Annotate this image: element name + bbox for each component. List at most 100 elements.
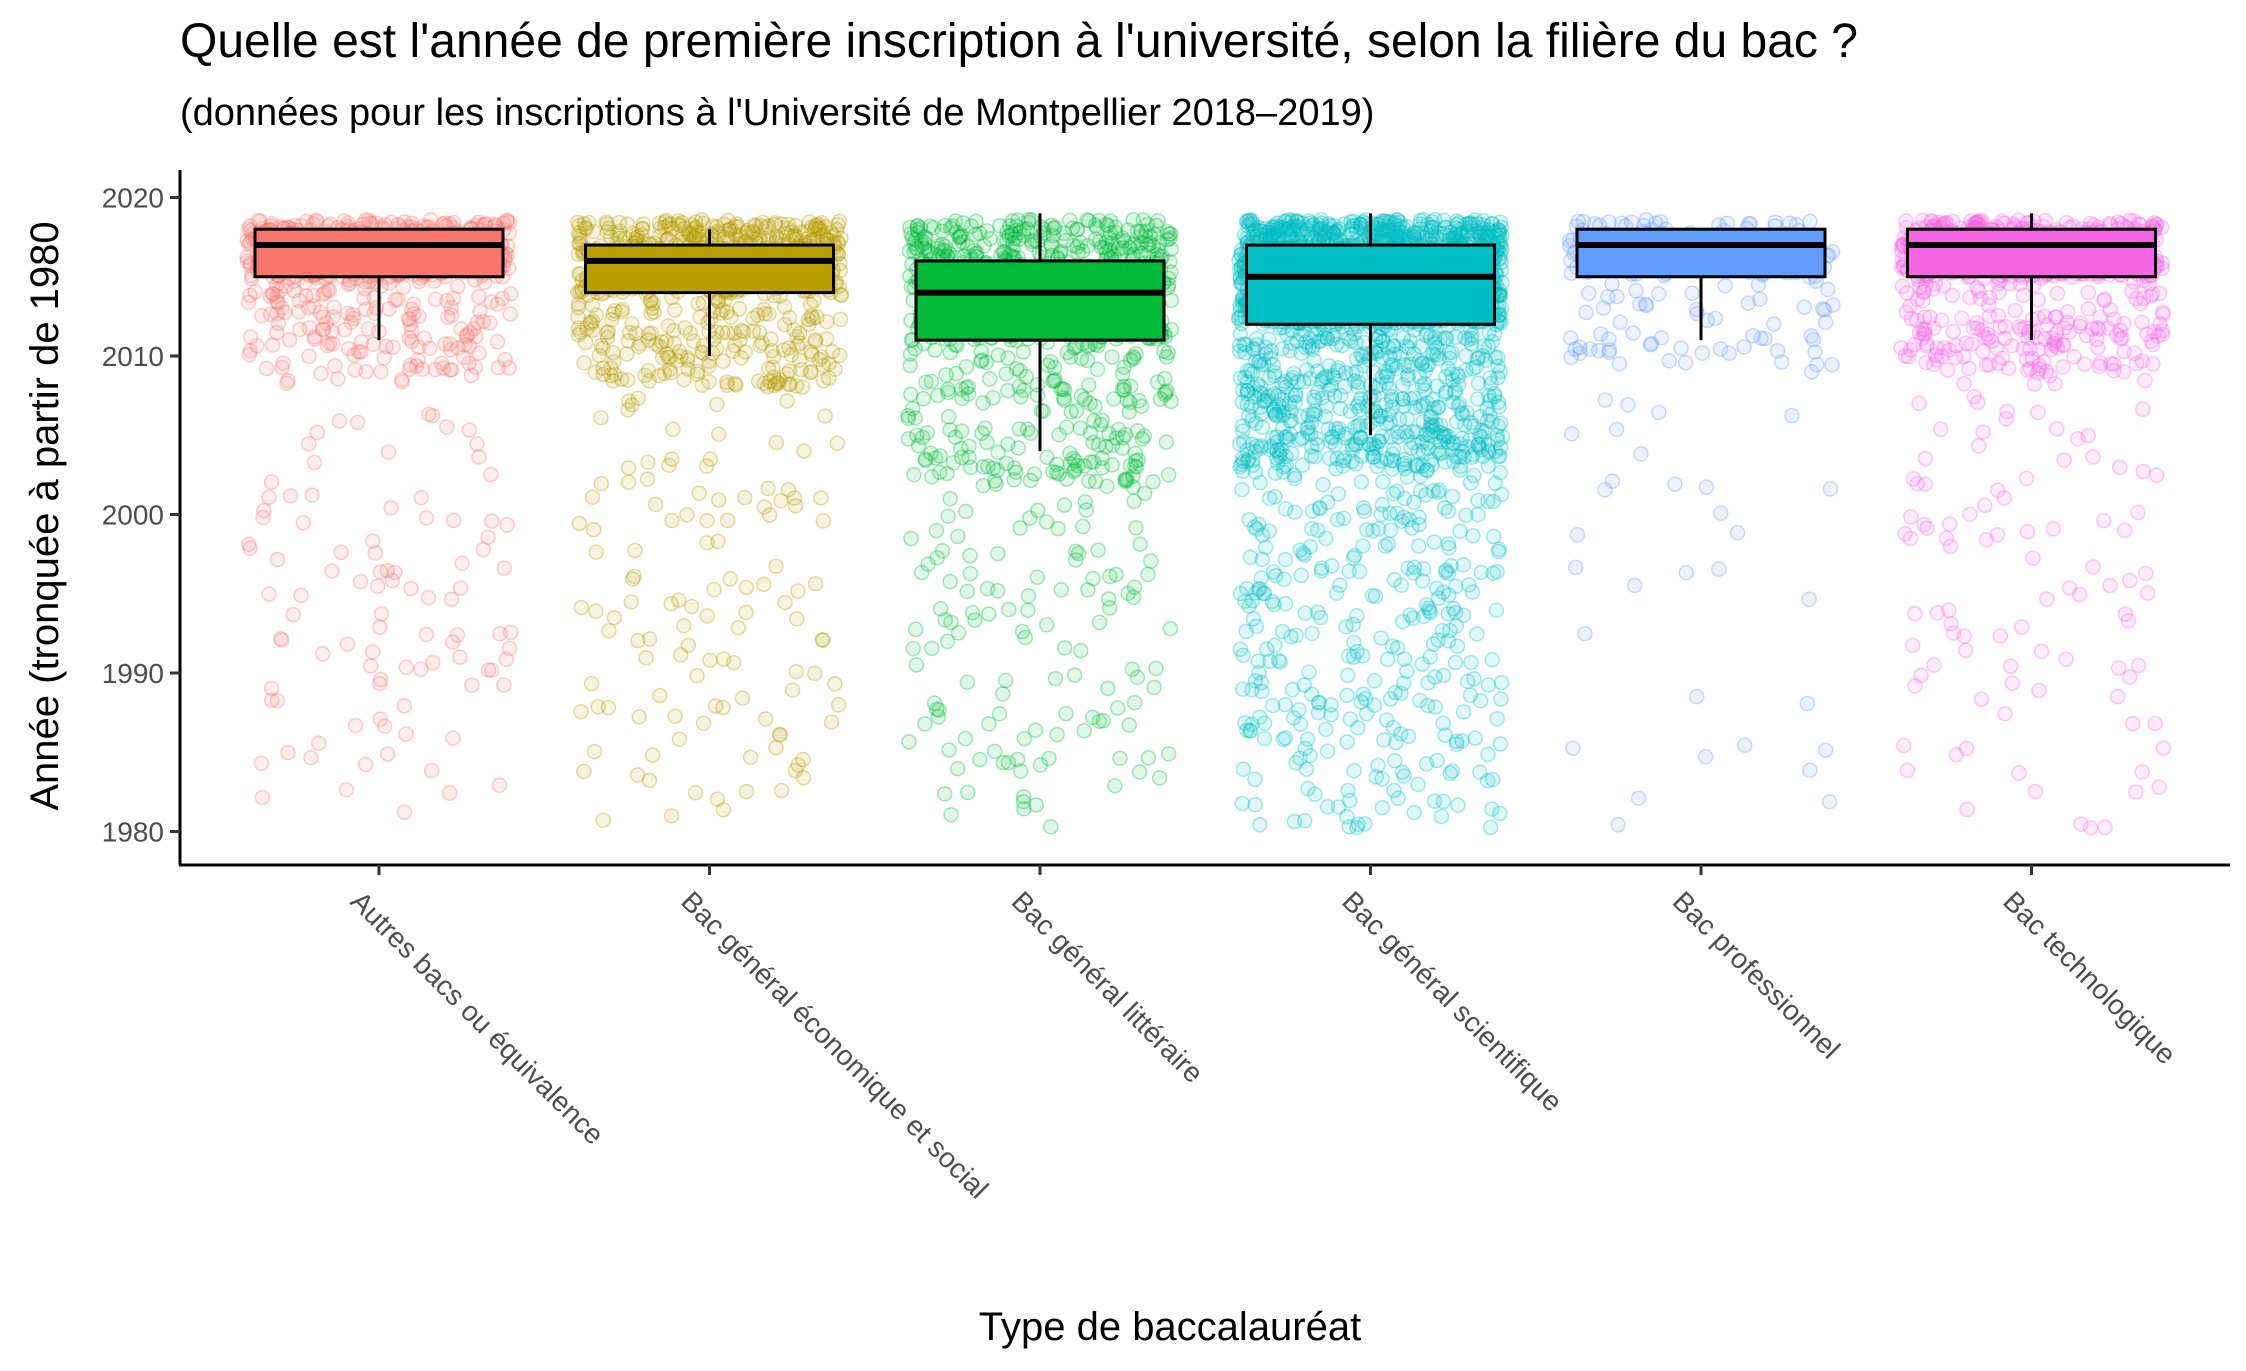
- data-point: [269, 288, 285, 304]
- data-point: [771, 726, 788, 742]
- data-point: [1099, 478, 1115, 495]
- data-point: [827, 676, 843, 692]
- data-point: [1350, 417, 1366, 434]
- data-point: [2002, 658, 2019, 674]
- data-point: [726, 325, 743, 342]
- data-point: [338, 781, 355, 798]
- data-point: [371, 675, 388, 692]
- data-point: [1024, 233, 1040, 250]
- data-point: [315, 321, 332, 338]
- data-point: [950, 760, 966, 777]
- data-point: [787, 217, 804, 234]
- data-point: [1412, 338, 1429, 355]
- data-point: [1247, 796, 1263, 813]
- data-point: [959, 583, 976, 600]
- data-point: [937, 243, 953, 259]
- data-point: [901, 734, 917, 750]
- data-point: [738, 224, 754, 241]
- data-point: [1604, 276, 1620, 292]
- data-point: [1055, 390, 1072, 406]
- data-point: [1395, 391, 1411, 407]
- data-point: [1440, 633, 1457, 649]
- data-point: [1406, 804, 1422, 821]
- data-point: [261, 586, 277, 602]
- data-point: [279, 375, 295, 391]
- data-point: [1319, 330, 1335, 347]
- data-point: [571, 515, 588, 532]
- data-point: [1485, 528, 1502, 545]
- data-point: [757, 711, 774, 727]
- data-point: [241, 346, 258, 363]
- data-point: [1006, 472, 1022, 488]
- data-point: [1235, 761, 1252, 777]
- data-point: [360, 212, 377, 229]
- data-point: [570, 320, 587, 337]
- data-point: [343, 314, 359, 331]
- data-point: [423, 762, 440, 779]
- data-point: [788, 663, 804, 680]
- data-point: [471, 449, 487, 465]
- data-point: [722, 571, 738, 587]
- data-point: [321, 335, 338, 352]
- data-point: [242, 287, 258, 304]
- data-point: [1374, 474, 1391, 490]
- data-point: [908, 657, 925, 673]
- data-point: [443, 361, 460, 378]
- data-point: [265, 286, 281, 302]
- data-point: [1234, 481, 1250, 498]
- data-point: [795, 751, 811, 768]
- data-point: [1157, 370, 1173, 387]
- data-point: [1140, 750, 1157, 766]
- data-point: [1247, 673, 1264, 689]
- data-point: [651, 228, 668, 245]
- data-point: [372, 619, 388, 635]
- data-point: [357, 212, 374, 228]
- data-point: [600, 699, 617, 716]
- data-point: [1294, 457, 1311, 474]
- data-point: [1329, 512, 1346, 528]
- data-point: [1250, 653, 1267, 669]
- data-point: [462, 324, 478, 341]
- data-point: [1310, 695, 1327, 711]
- data-point: [403, 301, 420, 318]
- data-point: [1356, 503, 1373, 519]
- data-point: [443, 591, 460, 607]
- data-point: [671, 731, 688, 747]
- data-point: [737, 489, 753, 506]
- data-point: [1455, 704, 1472, 720]
- data-point: [1620, 397, 1636, 413]
- data-point: [832, 311, 849, 328]
- data-point: [292, 321, 308, 338]
- data-point: [1163, 393, 1179, 410]
- data-point: [1444, 763, 1461, 779]
- data-point: [1349, 398, 1366, 415]
- data-point: [710, 426, 727, 443]
- data-point: [306, 331, 323, 347]
- data-point: [499, 213, 516, 230]
- data-point: [442, 336, 458, 352]
- data-point: [950, 625, 967, 641]
- data-point: [1396, 451, 1413, 468]
- data-point: [1132, 536, 1148, 553]
- data-point: [998, 455, 1015, 472]
- data-point: [455, 349, 472, 365]
- data-point: [1261, 523, 1277, 539]
- data-point: [497, 351, 513, 368]
- data-point: [925, 219, 942, 236]
- data-point: [694, 377, 711, 394]
- data-point: [967, 612, 983, 628]
- data-point: [1299, 731, 1316, 747]
- data-point: [402, 357, 419, 373]
- data-point: [402, 316, 419, 333]
- data-point: [401, 361, 418, 377]
- data-point: [461, 355, 477, 371]
- data-point: [1023, 212, 1040, 228]
- data-point: [1462, 687, 1479, 704]
- data-point: [1430, 590, 1447, 606]
- data-point: [644, 747, 661, 763]
- data-point: [301, 435, 317, 452]
- data-point: [1765, 316, 1782, 332]
- data-point: [255, 509, 271, 526]
- data-point: [340, 340, 357, 357]
- data-point: [241, 536, 257, 553]
